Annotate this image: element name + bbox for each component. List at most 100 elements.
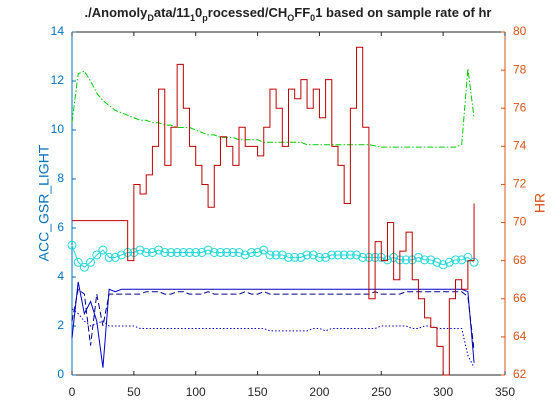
y2-tick-label: 66 bbox=[513, 291, 527, 305]
title-part: 0 bbox=[310, 13, 315, 23]
series-marker bbox=[79, 262, 89, 272]
series-marker bbox=[451, 255, 461, 265]
series-marker bbox=[333, 250, 343, 260]
series-marker bbox=[271, 250, 281, 260]
title-part: p bbox=[202, 13, 208, 23]
y-tick-label: 4 bbox=[57, 269, 64, 283]
x-tick-label: 250 bbox=[371, 385, 391, 399]
x-tick-label: 50 bbox=[127, 385, 141, 399]
series-marker bbox=[284, 252, 293, 262]
series-marker bbox=[166, 248, 176, 257]
y2-tick-label: 76 bbox=[513, 100, 527, 114]
series-marker bbox=[191, 248, 201, 257]
series-marker bbox=[259, 245, 269, 255]
series-marker bbox=[321, 252, 331, 262]
series-marker bbox=[86, 257, 96, 267]
title-part: 1 based on sample rate of hr bbox=[315, 5, 491, 20]
x-tick-label: 100 bbox=[186, 385, 206, 399]
title-part: 1 bbox=[190, 13, 195, 23]
series-marker bbox=[352, 250, 362, 260]
series-line bbox=[71, 308, 475, 368]
series-marker bbox=[246, 248, 256, 257]
series-marker bbox=[92, 250, 102, 260]
title-part: ata/11 bbox=[154, 5, 190, 20]
chart-title: ./AnomolyData/1110processed/CHOFF01 base… bbox=[85, 5, 492, 23]
series-marker bbox=[327, 250, 337, 260]
y-tick-label: 8 bbox=[57, 171, 64, 185]
series-marker bbox=[457, 255, 467, 265]
series-marker bbox=[215, 248, 225, 257]
x-tick-label: 0 bbox=[69, 385, 76, 399]
x-tick-label: 200 bbox=[309, 385, 329, 399]
y2-axis-label: HR bbox=[532, 193, 548, 213]
series-line bbox=[71, 244, 475, 268]
series-line bbox=[71, 68, 475, 148]
series-marker bbox=[135, 245, 145, 255]
series-marker bbox=[420, 255, 430, 265]
y2-tick-label: 80 bbox=[513, 24, 527, 38]
series-marker bbox=[358, 252, 368, 262]
series-marker bbox=[339, 250, 349, 260]
series-marker bbox=[185, 248, 195, 257]
series-marker bbox=[265, 250, 275, 260]
y-tick-label: 12 bbox=[51, 73, 65, 87]
series-line bbox=[71, 281, 475, 368]
title-part: ./Anomoly bbox=[85, 5, 149, 20]
series-marker bbox=[141, 248, 151, 257]
y-tick-label: 0 bbox=[57, 367, 64, 381]
series-marker bbox=[308, 250, 318, 260]
series-marker bbox=[426, 255, 436, 265]
series-marker bbox=[302, 250, 312, 260]
series-marker bbox=[222, 248, 232, 257]
x-tick-label: 350 bbox=[495, 385, 515, 399]
series-marker bbox=[253, 248, 263, 257]
y2-tick-label: 78 bbox=[513, 62, 527, 76]
series-marker bbox=[116, 250, 126, 260]
title-part: rocessed/CH bbox=[208, 5, 287, 20]
series-marker bbox=[234, 248, 244, 257]
x-tick-label: 300 bbox=[433, 385, 453, 399]
y2-tick-label: 70 bbox=[513, 215, 527, 229]
series-marker bbox=[154, 245, 164, 255]
series-marker bbox=[444, 257, 454, 267]
y-tick-label: 14 bbox=[51, 24, 65, 38]
y2-tick-label: 64 bbox=[513, 329, 527, 343]
series-marker bbox=[413, 252, 423, 262]
x-tick-label: 150 bbox=[248, 385, 268, 399]
title-part: D bbox=[147, 13, 154, 23]
series-marker bbox=[290, 252, 300, 262]
series-marker bbox=[110, 252, 120, 262]
title-part: 0 bbox=[195, 5, 202, 20]
y-tick-label: 2 bbox=[57, 318, 64, 332]
y-axis-label: ACC_GSR_LIGHT bbox=[36, 144, 52, 261]
series-marker bbox=[345, 250, 355, 260]
series-marker bbox=[98, 245, 108, 255]
series-marker bbox=[73, 257, 83, 267]
series-marker bbox=[178, 248, 188, 257]
series-marker bbox=[314, 252, 324, 262]
series-marker bbox=[228, 248, 238, 257]
series-marker bbox=[432, 257, 442, 267]
y2-tick-label: 74 bbox=[513, 139, 527, 153]
series-marker bbox=[240, 250, 250, 260]
y2-tick-label: 62 bbox=[513, 367, 527, 381]
title-part: FF bbox=[294, 5, 310, 20]
series-marker bbox=[401, 255, 411, 265]
series-marker bbox=[172, 248, 182, 257]
title-part: O bbox=[287, 13, 294, 23]
series-marker bbox=[160, 248, 170, 257]
y2-tick-label: 72 bbox=[513, 177, 527, 191]
series-marker bbox=[203, 245, 213, 255]
series-line bbox=[72, 46, 475, 376]
series-marker bbox=[147, 248, 157, 257]
series-marker bbox=[104, 252, 114, 262]
series-line bbox=[71, 288, 475, 351]
series-marker bbox=[209, 248, 219, 257]
y-tick-label: 10 bbox=[51, 122, 65, 136]
series-marker bbox=[438, 260, 448, 270]
series-marker bbox=[67, 240, 77, 250]
series-marker bbox=[197, 248, 207, 257]
series-marker bbox=[296, 252, 306, 262]
